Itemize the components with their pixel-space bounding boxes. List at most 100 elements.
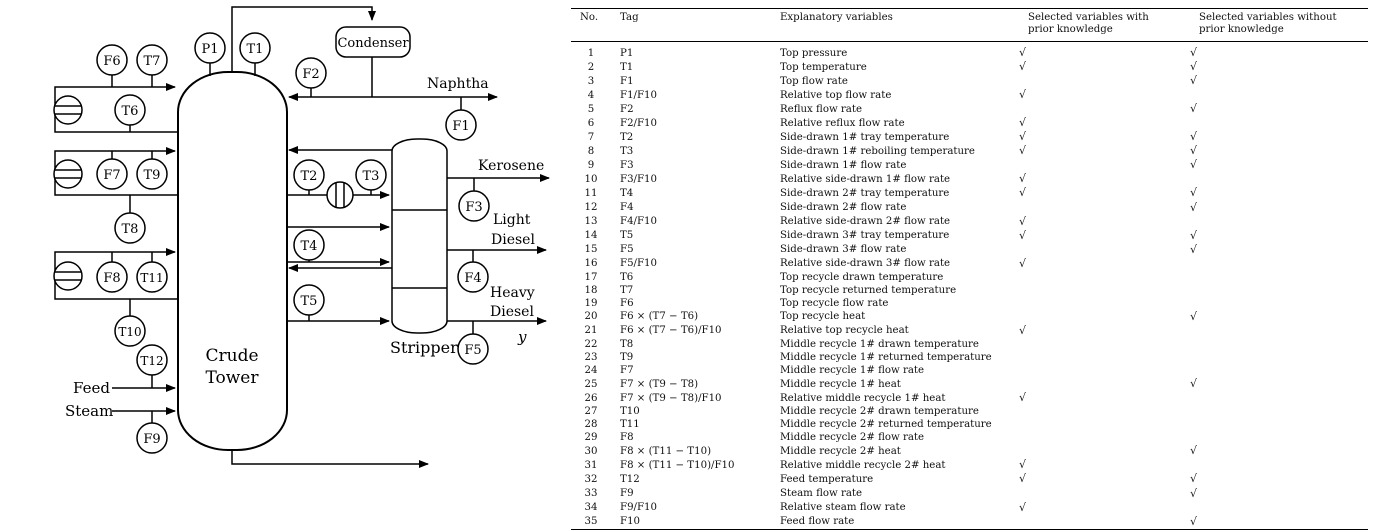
instrument-t2 — [293, 159, 325, 191]
cell-no: 6 — [571, 116, 611, 130]
cell-with-prior: √ — [1019, 186, 1190, 200]
table-row: 2 T1 Top temperature √ √ — [571, 60, 1368, 74]
cell-with-prior: √ — [1019, 229, 1190, 243]
crude-tower-diagram: Crude Tower Condenser Naphtha P1 T1 F2 F… — [53, 6, 550, 468]
cell-tag: T1 — [611, 60, 771, 74]
cell-no-text: 4 — [587, 89, 595, 101]
cell-without-prior — [1190, 338, 1368, 351]
cell-explanatory: Side-drawn 3# flow rate — [771, 243, 1019, 257]
cell-without-prior: √ — [1190, 377, 1368, 391]
instrument-f5 — [457, 333, 489, 365]
instrument-t1-label: T1 — [247, 42, 264, 57]
cell-no: 21 — [571, 324, 611, 338]
cell-explanatory-text: Middle recycle 2# drawn temperature — [780, 406, 979, 418]
cell-no-text: 16 — [584, 258, 598, 270]
instrument-t11-label: T11 — [140, 271, 163, 285]
cell-no-text: 28 — [584, 419, 598, 431]
cell-without-prior — [1190, 116, 1368, 130]
light-diesel-line1: Light — [493, 212, 531, 228]
check-mark: √ — [1019, 60, 1027, 74]
heavy-diesel-line1: Heavy — [490, 285, 535, 301]
cell-no-text: 21 — [584, 325, 598, 337]
instrument-t2-label: T2 — [301, 169, 318, 184]
cell-with-prior — [1019, 271, 1190, 284]
cell-with-prior: √ — [1019, 42, 1190, 61]
check-mark: √ — [1190, 486, 1198, 500]
cell-tag-text: F6 — [620, 297, 634, 309]
instrument-t7-label: T7 — [144, 54, 161, 69]
kerosene-label: Kerosene — [478, 158, 544, 174]
cell-no: 16 — [571, 257, 611, 271]
cell-with-prior: √ — [1019, 324, 1190, 338]
instrument-p1-label: P1 — [201, 42, 218, 57]
cell-tag: F9/F10 — [611, 501, 771, 515]
cell-no-text: 25 — [584, 378, 598, 390]
cell-no-text: 20 — [584, 311, 598, 323]
check-mark: √ — [1019, 186, 1027, 200]
check-mark: √ — [1019, 256, 1027, 270]
check-mark: √ — [1019, 172, 1027, 186]
tower-label-line1: Crude — [205, 346, 258, 366]
cell-explanatory: Side-drawn 2# flow rate — [771, 201, 1019, 215]
instrument-f9 — [136, 422, 168, 454]
cell-no-text: 19 — [584, 297, 598, 309]
table-row: 35 F10 Feed flow rate √ — [571, 515, 1368, 530]
reboiler-1 — [326, 181, 354, 209]
cell-without-prior — [1190, 405, 1368, 418]
cell-explanatory-text: Side-drawn 2# flow rate — [780, 202, 907, 214]
cell-tag: F5/F10 — [611, 257, 771, 271]
cell-with-prior — [1019, 418, 1190, 431]
cell-explanatory-text: Relative top flow rate — [780, 89, 892, 101]
cell-tag-text: F7 × (T9 − T8)/F10 — [620, 392, 722, 404]
cell-tag-text: T4 — [620, 187, 634, 199]
cell-no: 26 — [571, 391, 611, 405]
cell-explanatory-text: Middle recycle 2# heat — [780, 445, 901, 457]
cell-tag-text: F5/F10 — [620, 258, 658, 270]
cell-tag-text: F2 — [620, 103, 634, 115]
cell-no-text: 12 — [584, 202, 598, 214]
cell-no: 19 — [571, 297, 611, 310]
steam-label: Steam — [65, 402, 113, 420]
cell-with-prior: √ — [1019, 116, 1190, 130]
cell-with-prior: √ — [1019, 60, 1190, 74]
cell-explanatory: Side-drawn 1# reboiling temperature — [771, 144, 1019, 158]
check-mark: √ — [1190, 186, 1198, 200]
cell-without-prior — [1190, 284, 1368, 297]
cell-no-text: 9 — [587, 159, 595, 171]
cell-explanatory: Side-drawn 2# tray temperature — [771, 186, 1019, 200]
cell-explanatory: Top recycle flow rate — [771, 297, 1019, 310]
check-mark: √ — [1019, 323, 1027, 337]
cell-tag-text: T12 — [620, 473, 640, 485]
cell-without-prior — [1190, 501, 1368, 515]
cell-with-prior: √ — [1019, 215, 1190, 229]
cell-no: 13 — [571, 215, 611, 229]
table-row: 8 T3 Side-drawn 1# reboiling temperature √ √ — [571, 144, 1368, 158]
cell-explanatory: Top recycle drawn temperature — [771, 271, 1019, 284]
cell-explanatory-text: Side-drawn 1# tray temperature — [780, 131, 950, 143]
cell-without-prior — [1190, 324, 1368, 338]
table-row: 3 F1 Top flow rate √ — [571, 74, 1368, 88]
cell-no: 10 — [571, 172, 611, 186]
cell-without-prior: √ — [1190, 60, 1368, 74]
cell-no: 20 — [571, 310, 611, 324]
cell-tag: F3/F10 — [611, 172, 771, 186]
header-with-prior: Selected variables with prior knowledge — [1019, 9, 1190, 42]
cell-with-prior: √ — [1019, 172, 1190, 186]
cell-no: 24 — [571, 364, 611, 377]
variables-table-container: No. Tag Explanatory variables Selected v… — [571, 8, 1368, 530]
instrument-t12-label: T12 — [140, 354, 163, 368]
cell-no: 12 — [571, 201, 611, 215]
table-row: 15 F5 Side-drawn 3# flow rate √ — [571, 243, 1368, 257]
cell-explanatory-text: Relative top recycle heat — [780, 325, 909, 337]
cell-explanatory: Top recycle returned temperature — [771, 284, 1019, 297]
cell-tag-text: F3/F10 — [620, 173, 658, 185]
instrument-f1-label: F1 — [452, 119, 469, 134]
cell-no-text: 34 — [584, 502, 598, 514]
table-row: 12 F4 Side-drawn 2# flow rate √ — [571, 201, 1368, 215]
cell-no-text: 5 — [587, 103, 595, 115]
table-row: 24 F7 Middle recycle 1# flow rate — [571, 364, 1368, 377]
instrument-t4 — [293, 229, 325, 261]
check-mark: √ — [1019, 458, 1027, 472]
table-row: 10 F3/F10 Relative side-drawn 1# flow rate… — [571, 172, 1368, 186]
check-mark: √ — [1190, 242, 1198, 256]
